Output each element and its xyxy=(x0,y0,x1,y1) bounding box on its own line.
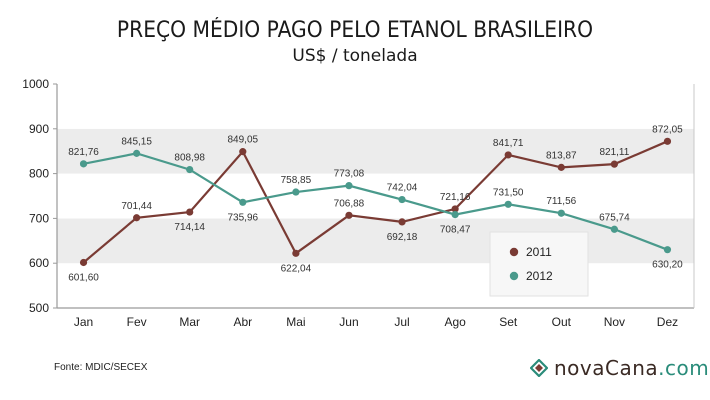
logo-diamond-icon xyxy=(530,359,548,377)
grid-band xyxy=(57,263,694,308)
data-point-2012 xyxy=(186,165,194,174)
x-tick-label: Jun xyxy=(339,315,358,329)
x-tick-label: Mar xyxy=(179,315,200,329)
data-label-2011: 841,71 xyxy=(493,138,524,149)
y-tick-label: 1000 xyxy=(22,77,49,91)
data-label-2011: 721,16 xyxy=(440,192,471,203)
data-label-2012: 735,96 xyxy=(227,212,258,223)
x-tick-label: Ago xyxy=(444,315,466,329)
x-tick-label: Abr xyxy=(233,315,252,329)
legend-label-2011: 2011 xyxy=(526,245,552,259)
data-label-2011: 872,05 xyxy=(652,124,683,135)
data-point-2011 xyxy=(345,211,353,219)
data-point-2011 xyxy=(133,214,141,222)
grid-band xyxy=(57,128,694,174)
data-label-2012: 675,74 xyxy=(599,212,630,223)
data-label-2011: 706,88 xyxy=(334,198,365,209)
legend-label-2012: 2012 xyxy=(526,269,553,283)
data-point-2012 xyxy=(451,211,459,219)
y-tick-label: 600 xyxy=(29,256,49,270)
y-tick-label: 900 xyxy=(29,122,49,136)
data-point-2011 xyxy=(610,160,618,168)
chart-subtitle: US$ / tonelada xyxy=(292,46,418,66)
data-point-2012 xyxy=(504,200,512,208)
legend-marker-2011 xyxy=(509,247,519,257)
data-label-2012: 808,98 xyxy=(174,153,205,164)
y-tick-label: 700 xyxy=(29,211,49,225)
data-label-2011: 714,14 xyxy=(174,222,205,233)
data-label-2012: 821,76 xyxy=(68,147,99,158)
x-tick-label: Jul xyxy=(394,315,409,329)
data-label-2011: 849,05 xyxy=(227,135,258,146)
legend-marker-2012 xyxy=(509,271,519,281)
series-line-2011 xyxy=(82,140,668,264)
data-point-2012 xyxy=(79,160,88,168)
data-point-2011 xyxy=(451,205,459,213)
data-point-2011 xyxy=(239,148,247,156)
data-point-2011 xyxy=(186,208,194,216)
x-tick-label: Jan xyxy=(74,315,93,329)
grid-band xyxy=(57,173,694,219)
data-point-2012 xyxy=(663,246,672,254)
x-tick-label: Nov xyxy=(604,315,625,329)
data-point-2012 xyxy=(133,149,141,157)
data-point-2012 xyxy=(345,182,353,190)
data-label-2012: 845,15 xyxy=(121,136,152,147)
data-point-2012 xyxy=(292,188,300,196)
data-point-2012 xyxy=(610,225,618,233)
data-label-2012: 731,50 xyxy=(493,187,524,198)
x-tick-label: Mai xyxy=(286,315,305,329)
data-point-2012 xyxy=(239,198,247,206)
data-point-2011 xyxy=(292,249,300,257)
data-label-2011: 601,60 xyxy=(68,272,99,283)
data-label-2012: 742,04 xyxy=(387,183,418,194)
x-tick-label: Set xyxy=(499,315,518,329)
x-tick-label: Dez xyxy=(657,315,678,329)
series-line-2012 xyxy=(83,152,668,251)
data-label-2012: 758,85 xyxy=(281,175,312,186)
data-label-2012: 630,20 xyxy=(652,260,683,271)
data-label-2011: 701,44 xyxy=(121,201,152,212)
chart-title: PREÇO MÉDIO PAGO PELO ETANOL BRASILEIRO xyxy=(116,18,594,43)
y-tick-label: 500 xyxy=(29,301,49,315)
data-label-2011: 692,18 xyxy=(387,232,418,243)
data-point-2012 xyxy=(398,195,406,204)
data-label-2011: 813,87 xyxy=(546,150,577,161)
data-point-2011 xyxy=(504,151,512,159)
logo-text: novaCana.com xyxy=(554,356,710,380)
data-point-2012 xyxy=(557,209,565,217)
source-note: Fonte: MDIC/SECEX xyxy=(54,362,148,373)
data-point-2011 xyxy=(79,258,88,267)
novacana-logo: novaCana.com xyxy=(530,356,709,380)
data-point-2011 xyxy=(663,137,672,145)
legend-box xyxy=(489,231,589,297)
grid-band xyxy=(57,84,694,129)
data-label-2012: 708,47 xyxy=(440,225,471,236)
data-label-2011: 821,11 xyxy=(599,147,629,158)
data-label-2012: 711,56 xyxy=(546,196,576,207)
x-tick-label: Fev xyxy=(127,315,147,329)
data-point-2011 xyxy=(398,218,406,226)
x-tick-label: Out xyxy=(552,315,572,329)
data-label-2011: 622,04 xyxy=(281,263,312,274)
data-point-2011 xyxy=(557,163,565,171)
y-tick-label: 800 xyxy=(29,167,49,181)
data-label-2012: 773,08 xyxy=(334,169,365,180)
